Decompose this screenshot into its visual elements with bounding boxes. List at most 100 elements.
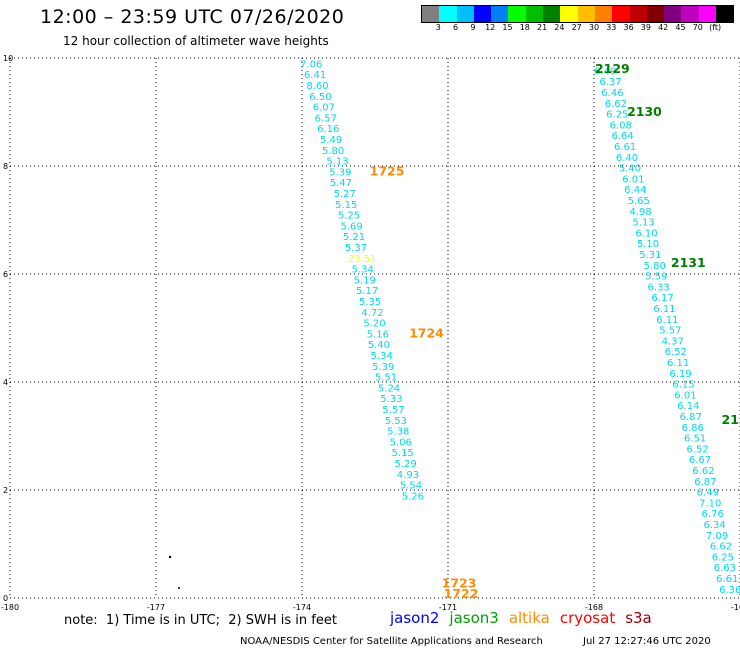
wave-height-value: 6.07 <box>313 103 335 114</box>
wave-height-value: 5.57 <box>382 405 404 416</box>
wave-height-value: 5.21 <box>343 232 365 243</box>
color-swatch <box>525 6 544 22</box>
wave-height-value: 5.29 <box>394 459 416 470</box>
wave-height-value: 5.51 <box>375 373 397 384</box>
wave-height-value: 6.40 <box>616 153 638 164</box>
wave-height-value: 6.16 <box>317 124 339 135</box>
wave-height-value: 6.44 <box>624 185 646 196</box>
map-title: 12:00 – 23:59 UTC 07/26/2020 <box>40 6 345 28</box>
legend-item-s3a: s3a <box>625 609 652 627</box>
color-scale-label: 36 <box>623 23 634 32</box>
color-swatch <box>439 6 457 22</box>
pass-number-label: 1723 <box>442 575 477 590</box>
wave-height-value: 5.59 <box>645 272 667 283</box>
wave-height-value: 6.87 <box>680 412 702 423</box>
wave-height-value: 6.67 <box>689 455 711 466</box>
wave-height-value: 6.52 <box>686 444 708 455</box>
wave-height-value: 5.47 <box>330 178 352 189</box>
color-swatch <box>560 6 578 22</box>
land-dot <box>168 555 172 559</box>
wave-height-value: 6.11 <box>667 358 689 369</box>
color-scale-label: 18 <box>519 23 530 32</box>
wave-height-value: 6.49 <box>594 66 616 77</box>
wave-height-value: 6.64 <box>612 131 634 142</box>
wave-height-value: 5.33 <box>380 394 402 405</box>
wave-height-values: 6.496.376.466.626.256.086.646.616.405.40… <box>300 59 740 595</box>
x-tick-label: -171 <box>439 603 457 612</box>
wave-height-value: 6.19 <box>669 369 691 380</box>
wave-height-value: 5.34 <box>352 265 374 276</box>
color-swatch <box>646 6 665 22</box>
color-swatch <box>681 6 699 22</box>
wave-height-value: 6.87 <box>694 477 716 488</box>
y-tick-label: 0 <box>3 594 8 603</box>
wave-height-value: 4.72 <box>361 308 383 319</box>
wave-height-value: 7.06 <box>300 59 322 70</box>
footer-timestamp: Jul 27 12:27:46 UTC 2020 <box>583 636 711 647</box>
x-tick-label: -168 <box>585 603 603 612</box>
wave-height-value: 6.52 <box>665 347 687 358</box>
wave-height-value: 5.65 <box>628 196 650 207</box>
color-scale-label: 70 <box>692 23 703 32</box>
wave-height-value: 5.49 <box>320 135 342 146</box>
color-swatch <box>664 6 682 22</box>
color-swatch <box>491 6 509 22</box>
wave-height-value: 5.15 <box>392 448 414 459</box>
wave-height-value: 6.14 <box>677 401 699 412</box>
legend-item-cryosat: cryosat <box>559 609 616 627</box>
color-swatch <box>508 6 526 22</box>
color-scale-labels: 3 6 9 12 15 18 21 24 27 30 33 36 39 42 45 70 (ft) <box>421 23 740 35</box>
wave-height-value: 5.53 <box>385 416 407 427</box>
color-swatch <box>594 6 613 22</box>
color-scale-bar <box>421 5 735 23</box>
wave-height-value: 5.17 <box>356 286 378 297</box>
wave-height-value: 6.61 <box>716 574 738 585</box>
wave-height-value: 23.51 <box>348 254 377 265</box>
wave-height-value: 6.01 <box>674 390 696 401</box>
wave-height-value: 6.61 <box>614 142 636 153</box>
color-scale-label: 27 <box>571 23 582 32</box>
wave-height-value: 6.11 <box>653 304 675 315</box>
land-dots <box>168 555 180 589</box>
x-axis-ticks: -180 -177 -174 -171 -168 -165 <box>1 603 740 612</box>
wave-height-value: 6.63 <box>714 563 736 574</box>
wave-height-value: 4.37 <box>662 336 684 347</box>
legend-item-altika: altika <box>508 609 550 627</box>
wave-height-value: 6.62 <box>710 542 732 553</box>
legend-item-jason3: jason3 <box>449 609 499 627</box>
wave-height-value: 5.26 <box>402 491 424 502</box>
wave-height-value: 5.19 <box>354 275 376 286</box>
y-tick-label: 2 <box>3 486 8 495</box>
color-scale-label: 42 <box>658 23 669 32</box>
wave-height-value: 5.13 <box>632 218 654 229</box>
y-tick-label: 10 <box>3 54 13 63</box>
color-swatch <box>422 6 440 22</box>
wave-height-value: 6.51 <box>684 434 706 445</box>
wave-height-value: 5.35 <box>359 297 381 308</box>
color-swatch <box>456 6 474 22</box>
wave-height-value: 5.69 <box>340 221 362 232</box>
color-scale-label: 45 <box>675 23 686 32</box>
wave-height-value: 5.39 <box>329 167 351 178</box>
footer-credit: NOAA/NESDIS Center for Satellite Applica… <box>240 636 543 647</box>
color-scale-label: 33 <box>606 23 617 32</box>
pass-number-label: 2131 <box>671 255 706 270</box>
color-scale-label: (ft) <box>709 23 722 32</box>
color-scale-label: 9 <box>470 23 476 32</box>
color-swatch <box>577 6 595 22</box>
wave-height-value: 6.86 <box>682 423 704 434</box>
wave-height-value: 4.98 <box>630 207 652 218</box>
wave-height-value: 5.57 <box>659 326 681 337</box>
wave-height-value: 6.11 <box>656 315 678 326</box>
color-swatch <box>543 6 561 22</box>
wave-height-value: 6.34 <box>704 520 726 531</box>
wave-height-value: 6.25 <box>606 110 628 121</box>
wave-height-value: 5.13 <box>326 157 348 168</box>
note-text: note: 1) Time is in UTC; 2) SWH is in fe… <box>64 613 337 628</box>
wave-height-value: 5.80 <box>644 261 666 272</box>
color-scale-label: 30 <box>588 23 600 32</box>
x-tick-label: -177 <box>147 603 165 612</box>
wave-height-value: 5.20 <box>363 319 385 330</box>
x-tick-label: -174 <box>293 603 311 612</box>
wave-height-value: 5.25 <box>338 211 360 222</box>
